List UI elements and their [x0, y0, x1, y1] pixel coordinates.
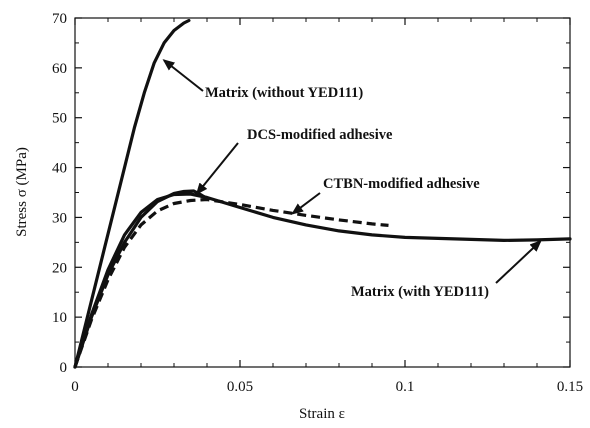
annotation-arrow: [291, 192, 321, 215]
y-tick-label: 0: [60, 360, 68, 376]
x-tick-label: 0.05: [227, 379, 253, 395]
y-tick-label: 20: [52, 260, 67, 276]
x-tick-label: 0.1: [396, 379, 415, 395]
series-line-ctbn-modified-adhesive: [73, 197, 389, 368]
annotation-matrix-without-yed111: Matrix (without YED111): [205, 85, 363, 101]
y-tick-label: 50: [52, 111, 67, 127]
x-axis-label: Strain ε: [299, 406, 345, 422]
annotation-ctbn-modified-adhesive: CTBN-modified adhesive: [323, 176, 480, 192]
y-tick-label: 60: [52, 61, 67, 77]
series-layer: [73, 18, 572, 369]
y-tick-label: 10: [52, 310, 67, 326]
y-tick-label: 30: [52, 210, 67, 226]
series-line-matrix-without-yed111: [73, 18, 191, 369]
y-axis-ticks: 0 10 20 30 40 50 60 70: [52, 11, 570, 376]
y-tick-label: 40: [52, 161, 67, 177]
annotation-arrow: [495, 239, 542, 284]
annotation-matrix-with-yed111: Matrix (with YED111): [351, 284, 489, 300]
annotation-layer: Matrix (without YED111) DCS-modified adhe…: [162, 59, 542, 300]
x-tick-label: 0.15: [557, 379, 583, 395]
series-line-matrix-with-yed111: [73, 192, 572, 369]
plot-frame: [74, 17, 571, 368]
annotation-dcs-modified-adhesive: DCS-modified adhesive: [247, 127, 393, 143]
y-axis-label: Stress σ (MPa): [14, 147, 30, 237]
annotation-arrow: [195, 142, 239, 196]
x-axis-ticks: 0 0.05 0.1 0.15: [71, 18, 583, 395]
series-line-dcs-modified-adhesive: [73, 189, 209, 369]
y-tick-label: 70: [52, 11, 67, 27]
x-tick-label: 0: [71, 379, 79, 395]
annotation-arrow: [162, 59, 204, 92]
